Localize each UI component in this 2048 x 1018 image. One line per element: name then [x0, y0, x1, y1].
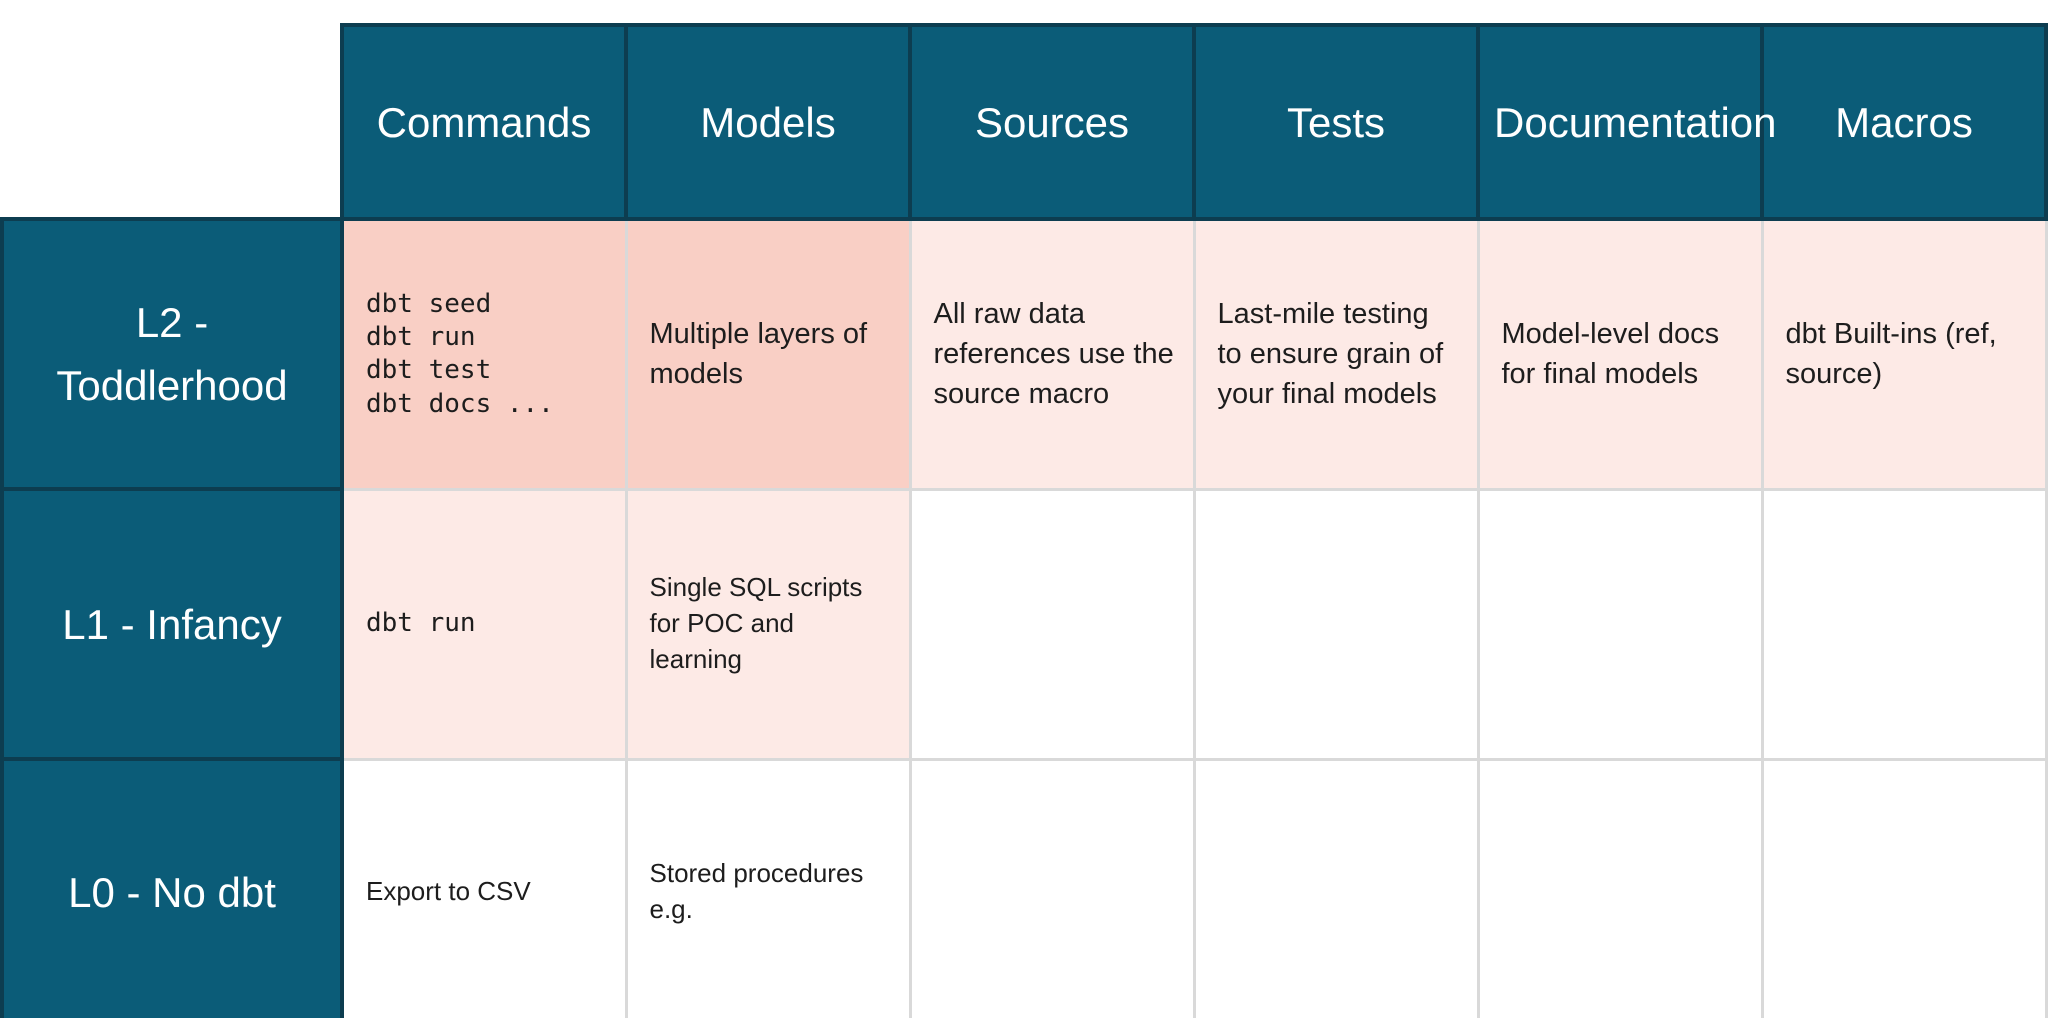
table-row-l0-no-dbt: L0 - No dbt Export to CSV Stored procedu… — [0, 757, 2048, 1018]
cell-l2-sources: All raw data references use the source m… — [908, 217, 1196, 491]
cell-l2-models: Multiple layers of models — [624, 217, 912, 491]
row-header-l1-infancy: L1 - Infancy — [0, 487, 344, 761]
cell-l2-commands: dbt seed dbt run dbt test dbt docs ... — [340, 217, 628, 491]
cell-l1-documentation — [1476, 487, 1764, 761]
row-header-l0-no-dbt: L0 - No dbt — [0, 757, 344, 1018]
header-cell-tests: Tests — [1192, 23, 1480, 221]
row-header-l2-toddlerhood: L2 - Toddlerhood — [0, 217, 344, 491]
cell-l1-models: Single SQL scripts for POC and learning — [624, 487, 912, 761]
cell-l0-models: Stored procedures e.g. — [624, 757, 912, 1018]
cell-l2-tests: Last-mile testing to ensure grain of you… — [1192, 217, 1480, 491]
cell-l0-tests — [1192, 757, 1480, 1018]
table-row-l1-infancy: L1 - Infancy dbt run Single SQL scripts … — [0, 487, 2048, 761]
maturity-table: Commands Models Sources Tests Documentat… — [0, 23, 2048, 1018]
header-cell-documentation: Documentation — [1476, 23, 1777, 221]
header-row: Commands Models Sources Tests Documentat… — [2, 23, 2048, 221]
cell-l2-macros: dbt Built-ins (ref, source) — [1760, 217, 2048, 491]
cell-l1-commands: dbt run — [340, 487, 628, 761]
cell-l0-documentation — [1476, 757, 1764, 1018]
table-row-l2-toddlerhood: L2 - Toddlerhood dbt seed dbt run dbt te… — [0, 217, 2048, 491]
header-cell-models: Models — [624, 23, 912, 221]
cell-l0-sources — [908, 757, 1196, 1018]
header-cell-macros: Macros — [1760, 23, 2048, 221]
cell-l2-documentation: Model-level docs for final models — [1476, 217, 1764, 491]
cell-l0-macros — [1760, 757, 2048, 1018]
header-cell-sources: Sources — [908, 23, 1196, 221]
header-cell-commands: Commands — [340, 23, 628, 221]
corner-cell — [2, 25, 342, 219]
cell-l1-tests — [1192, 487, 1480, 761]
cell-l1-sources — [908, 487, 1196, 761]
cell-l0-commands: Export to CSV — [340, 757, 628, 1018]
cell-l1-macros — [1760, 487, 2048, 761]
